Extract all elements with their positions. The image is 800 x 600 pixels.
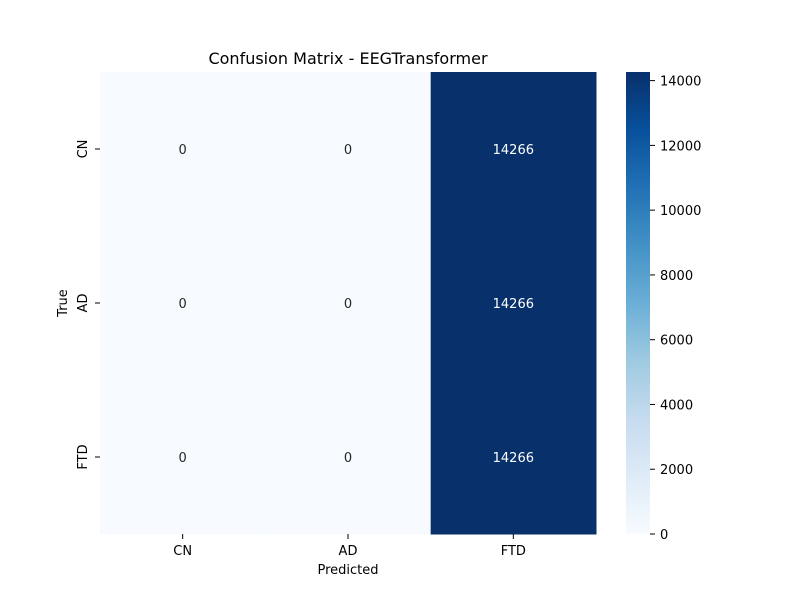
y-tick-label: AD xyxy=(76,294,91,313)
cell-annotations: 0 0 14266 0 0 14266 0 0 14266 xyxy=(179,143,534,466)
chart-title: Confusion Matrix - EEGTransformer xyxy=(208,49,487,68)
heatmap-cell xyxy=(100,72,266,227)
heatmap-cell xyxy=(265,380,432,535)
colorbar-tick-label: 12000 xyxy=(660,139,701,154)
x-tick-label: AD xyxy=(339,544,358,559)
x-axis-label: Predicted xyxy=(317,563,378,578)
cell-value-label: 14266 xyxy=(493,297,534,312)
cell-value-label: 0 xyxy=(179,297,187,312)
cell-value-label: 0 xyxy=(179,143,187,158)
colorbar-tick-label: 10000 xyxy=(660,204,701,219)
cell-value-label: 0 xyxy=(179,451,187,466)
heatmap-cell xyxy=(100,226,266,381)
y-tick-label: CN xyxy=(76,140,91,159)
colorbar-tick-label: 2000 xyxy=(660,463,693,478)
colorbar-tick-label: 6000 xyxy=(660,334,693,349)
heatmap-cell xyxy=(430,380,597,535)
colorbar xyxy=(626,72,650,534)
x-tick-label: CN xyxy=(173,544,192,559)
x-tick-label: FTD xyxy=(501,544,526,559)
heatmap-cell xyxy=(430,72,597,227)
colorbar-ticks: 0 2000 4000 6000 8000 10000 12000 14000 xyxy=(650,75,701,543)
x-axis: CN AD FTD xyxy=(173,534,526,559)
y-tick-label: FTD xyxy=(76,444,91,469)
heatmap-cell xyxy=(100,380,266,535)
y-axis-label: True xyxy=(56,289,71,318)
cell-value-label: 14266 xyxy=(493,143,534,158)
heatmap-cell xyxy=(265,72,432,227)
heatmap-cells xyxy=(100,72,597,535)
heatmap-cell xyxy=(265,226,432,381)
cell-value-label: 14266 xyxy=(493,451,534,466)
heatmap-cell xyxy=(430,226,597,381)
colorbar-tick-label: 4000 xyxy=(660,398,693,413)
colorbar-tick-label: 14000 xyxy=(660,75,701,90)
cell-value-label: 0 xyxy=(344,451,352,466)
colorbar-tick-label: 0 xyxy=(660,528,668,543)
cell-value-label: 0 xyxy=(344,143,352,158)
cell-value-label: 0 xyxy=(344,297,352,312)
colorbar-tick-label: 8000 xyxy=(660,269,693,284)
y-axis: CN AD FTD xyxy=(76,140,100,470)
